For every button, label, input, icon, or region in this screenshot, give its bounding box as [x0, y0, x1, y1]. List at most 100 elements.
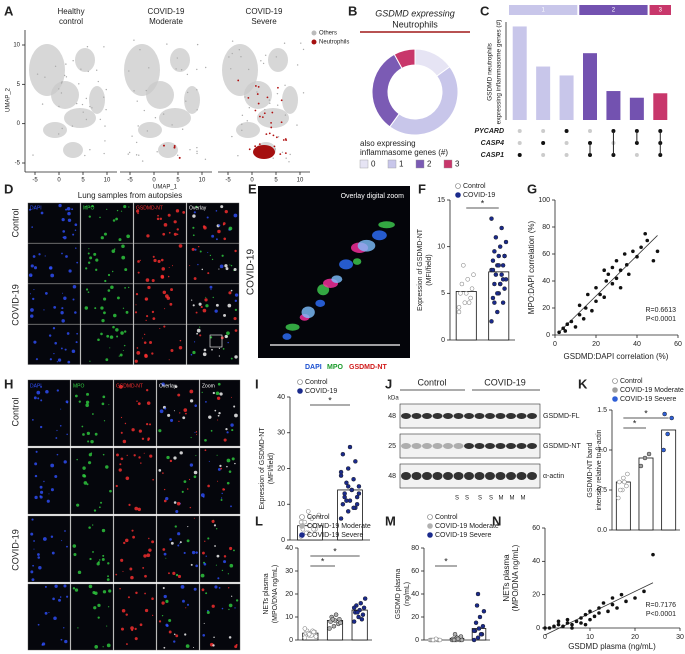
band — [506, 413, 516, 419]
signal — [192, 304, 195, 307]
umap-cell — [87, 70, 89, 73]
signal — [116, 296, 120, 300]
y-axis-label: Expression of GSDMD-NT — [417, 228, 424, 311]
signal — [168, 630, 172, 634]
point — [477, 614, 483, 620]
x-axis-label: GSDMD:DAPI correlation (%) — [564, 352, 669, 361]
umap-neutrophil — [257, 85, 260, 88]
signal — [151, 310, 155, 314]
point — [646, 451, 652, 457]
signal — [182, 416, 186, 420]
signal — [183, 480, 187, 483]
signal — [118, 238, 122, 242]
signal — [217, 419, 219, 421]
significance: * — [481, 198, 485, 208]
y-axis-label: UMAP_2 — [6, 87, 12, 112]
channel-label: GSDMD-NT — [349, 364, 387, 371]
signal — [224, 334, 228, 339]
signal — [37, 556, 41, 559]
y-axis-label: MPO:DAPI correlation (%) — [527, 220, 536, 314]
signal — [31, 226, 33, 228]
signal — [173, 501, 177, 504]
legend-label: Neutrophils — [319, 40, 349, 46]
signal — [104, 279, 107, 283]
signal — [231, 429, 234, 432]
signal — [77, 570, 82, 575]
umap-cell — [128, 70, 130, 72]
signal — [123, 344, 126, 347]
point — [455, 636, 461, 642]
signal — [85, 400, 90, 404]
point — [354, 502, 360, 507]
signal — [44, 611, 48, 615]
signal — [223, 560, 227, 564]
signal — [141, 337, 143, 339]
lane-label: S — [489, 496, 493, 502]
point — [638, 463, 644, 469]
signal — [72, 298, 75, 301]
group-label: 2 — [612, 8, 616, 14]
signal — [213, 636, 215, 639]
umap-cell — [138, 154, 140, 156]
legend-swatch — [415, 159, 425, 169]
signal — [219, 392, 223, 396]
signal — [162, 472, 164, 474]
signal — [163, 325, 166, 328]
y-tick-label: 40 — [285, 545, 293, 552]
point — [499, 225, 504, 231]
umap-neutrophil — [263, 112, 266, 115]
band — [411, 472, 422, 480]
point — [466, 300, 472, 305]
signal — [120, 210, 123, 212]
signal — [217, 480, 219, 482]
signal — [221, 254, 224, 257]
point — [499, 272, 504, 277]
umap-neutrophil — [275, 136, 278, 139]
signal — [212, 296, 214, 299]
zoom-box — [209, 334, 223, 348]
significance: * — [321, 556, 325, 566]
signal — [147, 437, 151, 440]
set-dot — [541, 153, 546, 157]
panel-letter: G — [527, 181, 537, 196]
signal — [209, 336, 213, 339]
point — [561, 624, 565, 629]
umap-neutrophil — [284, 138, 287, 140]
signal — [234, 299, 238, 303]
signal — [145, 319, 147, 322]
signal — [221, 569, 224, 572]
umap-cluster — [75, 48, 95, 72]
signal — [143, 554, 147, 558]
point — [639, 245, 643, 250]
signal — [105, 465, 109, 469]
signal — [223, 555, 227, 558]
signal — [48, 334, 52, 337]
signal — [233, 316, 237, 321]
signal — [74, 223, 78, 227]
signal — [192, 214, 196, 218]
signal — [162, 586, 165, 590]
signal — [137, 212, 139, 215]
point — [360, 612, 366, 617]
signal — [183, 551, 186, 555]
signal — [167, 413, 171, 417]
signal — [170, 288, 174, 292]
signal — [173, 410, 175, 412]
band — [527, 443, 537, 449]
point — [617, 479, 622, 485]
point — [359, 617, 365, 622]
signal — [177, 544, 180, 547]
point — [340, 451, 346, 457]
x-tick-label: 5 — [176, 178, 180, 184]
band — [485, 413, 495, 419]
signal — [157, 214, 159, 217]
umap-neutrophil — [254, 145, 257, 148]
umap-cell — [296, 124, 298, 126]
umap-cell — [135, 141, 138, 144]
signal — [28, 273, 33, 277]
signal — [56, 361, 58, 363]
point — [631, 249, 635, 254]
signal — [189, 399, 194, 403]
regression-line — [558, 235, 658, 333]
signal — [85, 403, 89, 408]
